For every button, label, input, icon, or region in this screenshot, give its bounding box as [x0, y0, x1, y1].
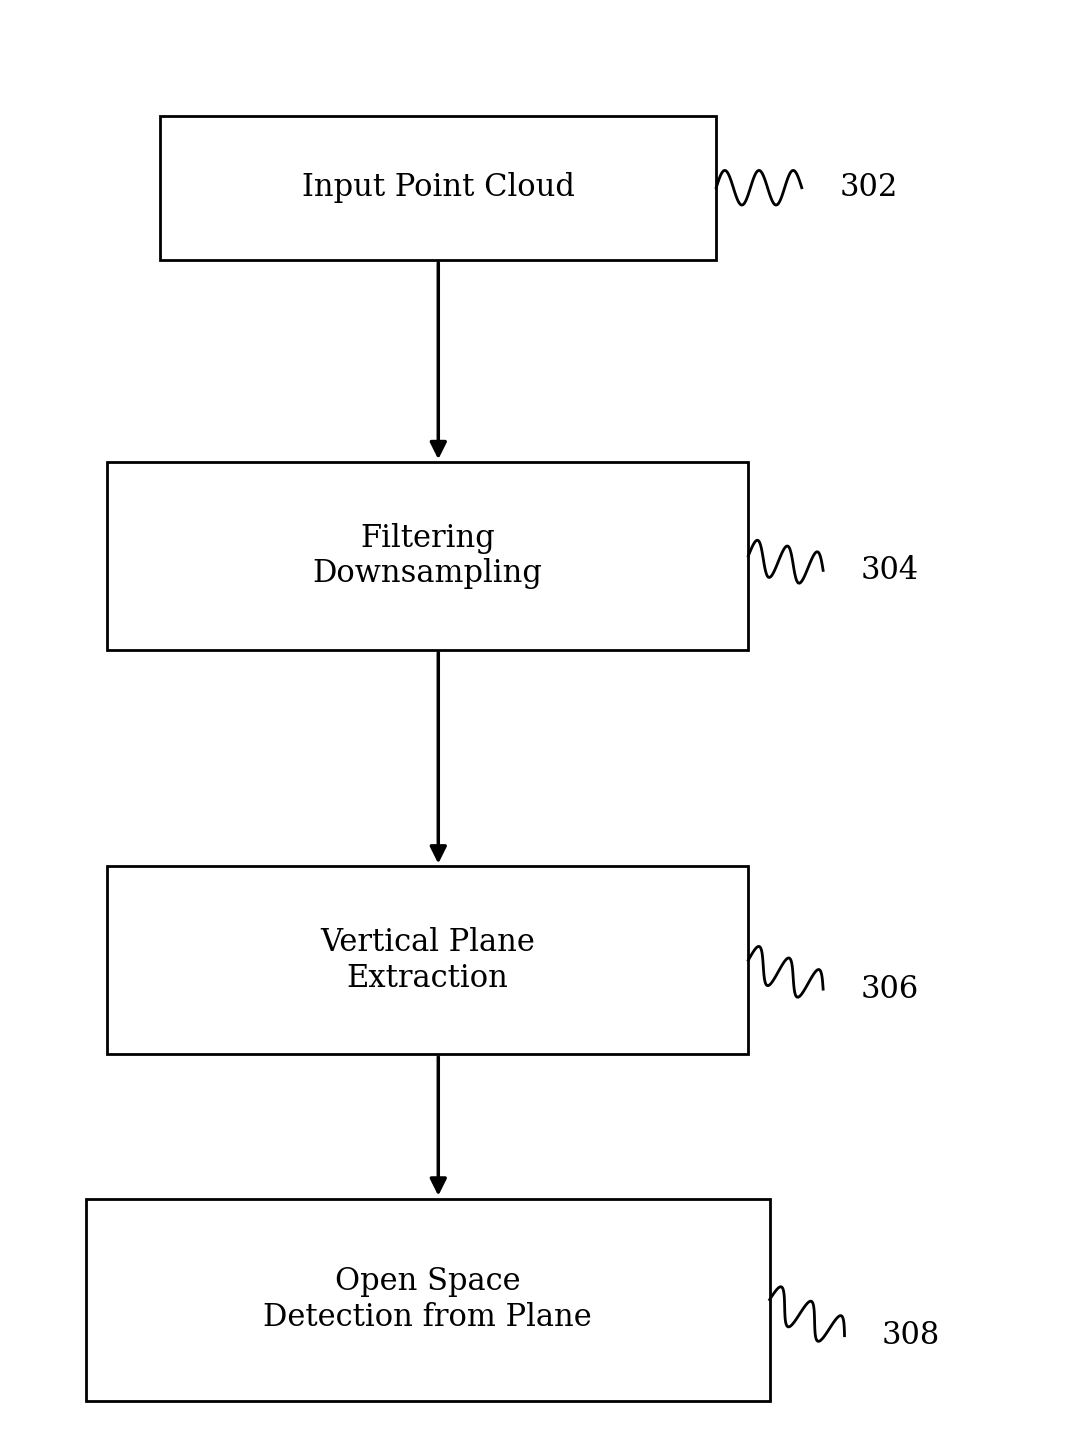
Text: Input Point Cloud: Input Point Cloud [301, 172, 575, 204]
FancyBboxPatch shape [86, 1199, 770, 1401]
Text: Vertical Plane
Extraction: Vertical Plane Extraction [320, 927, 536, 993]
FancyBboxPatch shape [107, 462, 748, 650]
Text: 306: 306 [861, 973, 918, 1005]
Text: Open Space
Detection from Plane: Open Space Detection from Plane [263, 1266, 592, 1333]
Text: 308: 308 [882, 1320, 940, 1352]
Text: 304: 304 [861, 554, 918, 586]
Text: Filtering
Downsampling: Filtering Downsampling [312, 523, 543, 589]
FancyBboxPatch shape [107, 866, 748, 1054]
FancyBboxPatch shape [160, 116, 716, 260]
Text: 302: 302 [839, 172, 898, 204]
